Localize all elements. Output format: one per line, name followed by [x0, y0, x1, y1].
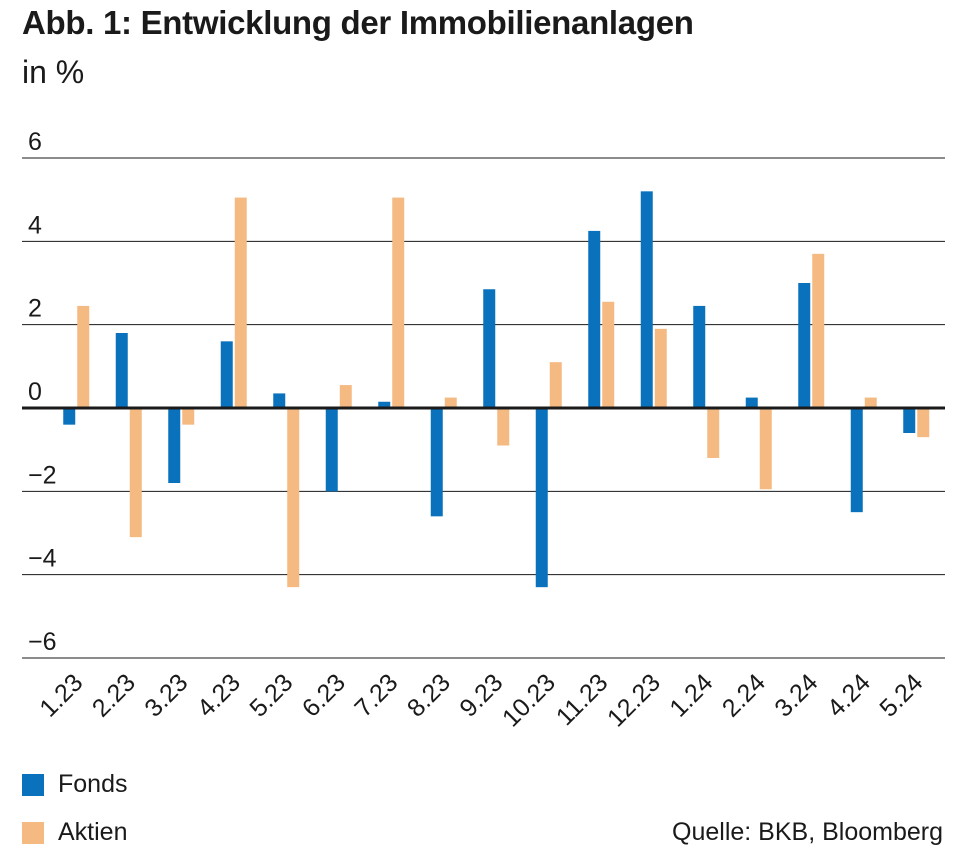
legend-item-fonds: Fonds [22, 770, 127, 799]
bar-fonds [535, 408, 548, 588]
bar-aktien [497, 408, 510, 446]
bar-aktien [759, 408, 772, 490]
bar-fonds [273, 393, 286, 408]
x-tick-label: 12.23 [602, 668, 666, 732]
bar-aktien [444, 397, 457, 408]
bar-aktien [287, 408, 300, 588]
y-tick-label: 0 [28, 378, 42, 406]
bar-fonds [798, 283, 811, 408]
bar-fonds [63, 408, 76, 425]
bar-aktien [129, 408, 142, 538]
x-tick-label: 4.23 [192, 668, 246, 722]
bar-fonds [220, 341, 233, 408]
x-tick-label: 10.23 [497, 668, 561, 732]
legend-label-aktien: Aktien [58, 818, 128, 846]
bar-fonds [168, 408, 181, 483]
x-tick-label: 5.24 [874, 668, 928, 722]
bar-aktien [339, 385, 352, 408]
y-tick-label: −2 [28, 461, 57, 489]
bar-fonds [115, 333, 128, 408]
bar-fonds [850, 408, 863, 513]
x-tick-label: 1.23 [34, 668, 88, 722]
y-tick-label: 4 [28, 211, 42, 239]
legend-swatch-fonds [22, 773, 44, 796]
bar-fonds [588, 230, 601, 408]
legend-swatch-aktien [22, 821, 44, 844]
bar-aktien [234, 197, 247, 408]
bar-aktien [812, 253, 825, 408]
bar-fonds [378, 401, 391, 408]
x-tick-label: 2.23 [87, 668, 141, 722]
y-tick-label: 6 [28, 128, 42, 156]
x-tick-label: 3.24 [769, 668, 823, 722]
bar-fonds [483, 289, 496, 408]
x-tick-label: 3.23 [139, 668, 193, 722]
legend-item-aktien: Aktien [22, 818, 127, 847]
x-tick-label: 6.23 [297, 668, 351, 722]
bar-fonds [693, 305, 706, 408]
bar-aktien [707, 408, 720, 458]
bar-aktien [182, 408, 195, 425]
chart-title: Abb. 1: Entwicklung der Immobilienanlage… [22, 4, 694, 41]
bar-fonds [325, 408, 338, 492]
bar-fonds [430, 408, 443, 517]
bar-aktien [392, 197, 405, 408]
bar-fonds [640, 191, 653, 408]
y-tick-label: −4 [28, 545, 57, 573]
bar-aktien [549, 362, 562, 408]
source-note: Quelle: BKB, Bloomberg [672, 818, 943, 846]
bar-fonds [903, 408, 916, 433]
y-tick-label: −6 [28, 628, 57, 656]
x-tick-label: 1.24 [664, 668, 718, 722]
bar-aktien [654, 328, 667, 408]
x-tick-label: 4.24 [822, 668, 876, 722]
y-tick-label: 2 [28, 295, 42, 323]
x-tick-label: 5.23 [244, 668, 298, 722]
bar-aktien [77, 305, 90, 408]
x-tick-label: 11.23 [551, 668, 614, 731]
bar-aktien [864, 397, 877, 408]
bar-aktien [917, 408, 930, 438]
chart-subtitle: in % [22, 54, 85, 90]
bar-aktien [602, 301, 615, 408]
legend-label-fonds: Fonds [58, 770, 128, 798]
x-tick-label: 7.23 [349, 668, 403, 722]
x-tick-label: 2.24 [717, 668, 771, 722]
x-tick-label: 8.23 [402, 668, 456, 722]
bar-fonds [745, 397, 758, 408]
